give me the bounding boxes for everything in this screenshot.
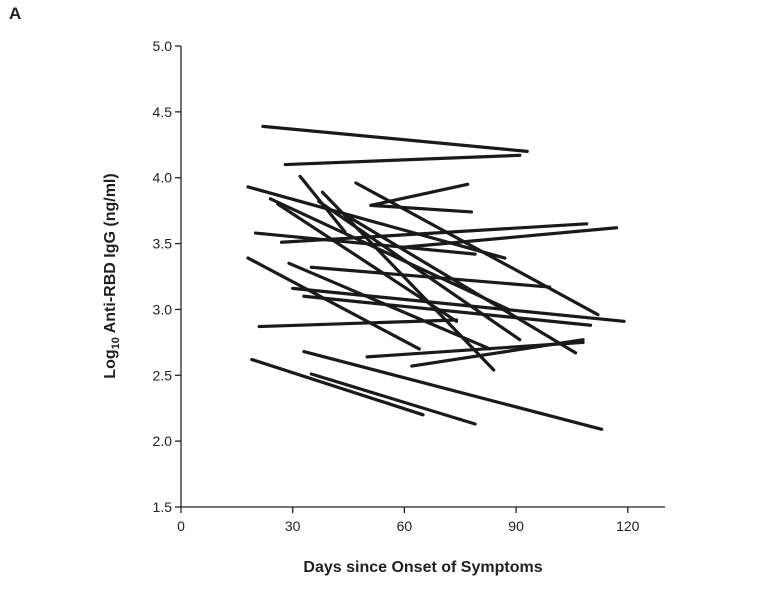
y-tick-label: 1.5 xyxy=(153,499,173,515)
y-tick-label: 3.5 xyxy=(153,236,173,252)
participant-line-15 xyxy=(291,286,626,323)
x-tick-label: 30 xyxy=(285,518,301,534)
y-tick-label: 4.0 xyxy=(153,170,173,186)
y-tick-label: 5.0 xyxy=(153,38,173,54)
y-tick-label: 2.5 xyxy=(153,367,173,383)
participant-line-7 xyxy=(369,203,473,214)
participant-line-23 xyxy=(276,202,459,323)
axes: 1.5 2.0 2.5 3.0 3.5 4.0 4.5 5.0 0 30 60 90 120 xyxy=(153,38,665,534)
participant-line-21 xyxy=(250,357,425,417)
participant-line-1 xyxy=(261,124,529,153)
y-tick-label: 3.0 xyxy=(153,301,173,317)
panel-label: A xyxy=(9,4,22,23)
participant-line-17 xyxy=(257,318,459,329)
y-tick-label: 4.5 xyxy=(153,104,173,120)
y-axis-title-main: Log xyxy=(102,349,119,378)
participant-line-22 xyxy=(309,372,477,426)
participant-line-5 xyxy=(354,181,600,317)
participant-line-19 xyxy=(410,338,585,368)
participant-line-16 xyxy=(302,294,593,327)
x-tick-label: 90 xyxy=(508,518,524,534)
participant-line-11 xyxy=(399,226,619,250)
x-axis-title: Days since Onset of Symptoms xyxy=(303,559,542,576)
participant-line-12 xyxy=(246,256,421,351)
x-tick-label: 60 xyxy=(397,518,413,534)
x-tick-label: 0 xyxy=(177,518,185,534)
participant-line-25 xyxy=(343,212,578,355)
participant-line-26 xyxy=(268,197,511,312)
participant-line-24 xyxy=(317,199,522,342)
participant-line-8 xyxy=(369,182,470,207)
y-axis-title-rest: Anti-RBD IgG (ng/ml) xyxy=(102,173,119,337)
y-axis-title: Log10 Anti-RBD IgG (ng/ml) xyxy=(102,173,122,378)
y-axis-title-subscript: 10 xyxy=(110,337,122,349)
x-tick-label: 120 xyxy=(616,518,640,534)
data-lines xyxy=(246,124,626,431)
y-tick-label: 2.0 xyxy=(153,433,173,449)
participant-line-3 xyxy=(246,185,507,260)
participant-line-20 xyxy=(302,349,604,431)
participant-line-2 xyxy=(283,153,522,167)
